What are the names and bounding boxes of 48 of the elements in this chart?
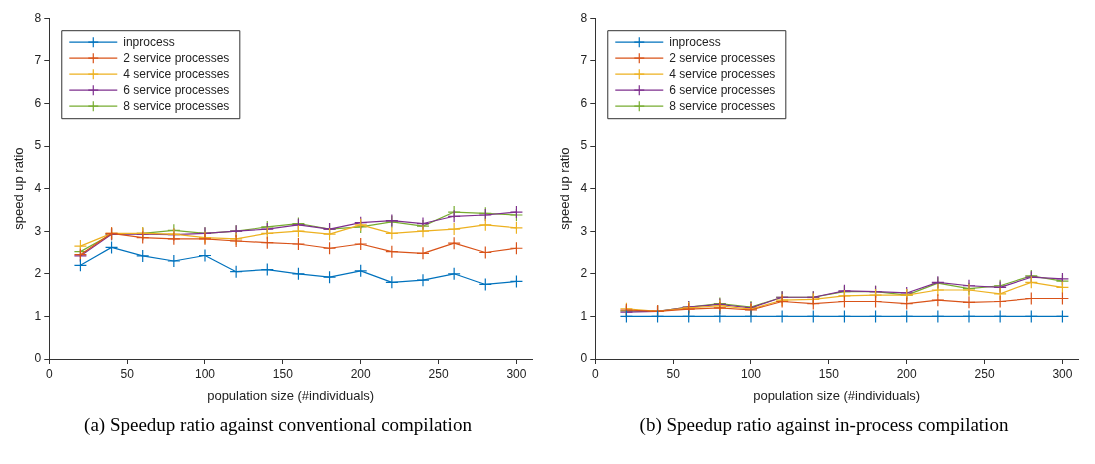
x-tick-label: 50 xyxy=(666,366,681,381)
y-tick-label: 7 xyxy=(34,53,42,68)
y-tick-label: 4 xyxy=(34,180,42,195)
x-tick-label: 0 xyxy=(45,366,53,381)
legend-label: 2 service processes xyxy=(123,50,230,65)
x-axis-title: population size (#individuals) xyxy=(753,387,921,403)
x-tick-label: 250 xyxy=(974,366,995,381)
x-tick-label: 100 xyxy=(194,366,216,381)
y-tick-label: 7 xyxy=(580,53,588,68)
x-tick-label: 150 xyxy=(818,366,840,381)
x-tick-label: 200 xyxy=(350,366,372,381)
y-tick-label: 2 xyxy=(580,266,588,281)
y-tick-label: 4 xyxy=(580,180,588,195)
y-tick-label: 8 xyxy=(580,10,588,25)
x-tick-label: 200 xyxy=(896,366,918,381)
x-tick-label: 300 xyxy=(506,366,527,381)
x-axis-title: population size (#individuals) xyxy=(207,387,375,403)
legend-label: 8 service processes xyxy=(123,98,230,113)
y-tick-label: 1 xyxy=(34,308,42,323)
y-tick-label: 6 xyxy=(580,95,588,110)
text: (a) Speedup ratio against conventional compilation xyxy=(84,414,472,436)
y-tick-label: 8 xyxy=(34,10,42,25)
y-tick-label: 3 xyxy=(34,223,42,238)
legend-label: 6 service processes xyxy=(669,82,776,97)
y-tick-label: 3 xyxy=(580,223,588,238)
x-tick-label: 300 xyxy=(1052,366,1073,381)
y-tick-label: 5 xyxy=(34,138,42,153)
legend-label: 2 service processes xyxy=(669,50,776,65)
y-tick-label: 0 xyxy=(580,351,588,366)
y-tick-label: 5 xyxy=(580,138,588,153)
x-tick-label: 150 xyxy=(272,366,294,381)
legend-label: inprocess xyxy=(669,34,721,49)
y-tick-label: 2 xyxy=(34,266,42,281)
x-tick-label: 0 xyxy=(591,366,599,381)
y-axis-title: speed up ratio xyxy=(557,147,573,230)
y-tick-label: 6 xyxy=(34,95,42,110)
text: (b) Speedup ratio against in-process compilation xyxy=(639,414,1009,436)
x-tick-label: 50 xyxy=(120,366,135,381)
x-tick-label: 100 xyxy=(740,366,762,381)
legend-label: inprocess xyxy=(123,34,175,49)
legend-label: 4 service processes xyxy=(669,66,776,81)
y-axis-title: speed up ratio xyxy=(11,147,27,230)
legend-label: 4 service processes xyxy=(123,66,230,81)
x-tick-label: 250 xyxy=(428,366,449,381)
legend-label: 6 service processes xyxy=(123,82,230,97)
legend-label: 8 service processes xyxy=(669,98,776,113)
y-tick-label: 1 xyxy=(580,308,588,323)
y-tick-label: 0 xyxy=(34,351,42,366)
